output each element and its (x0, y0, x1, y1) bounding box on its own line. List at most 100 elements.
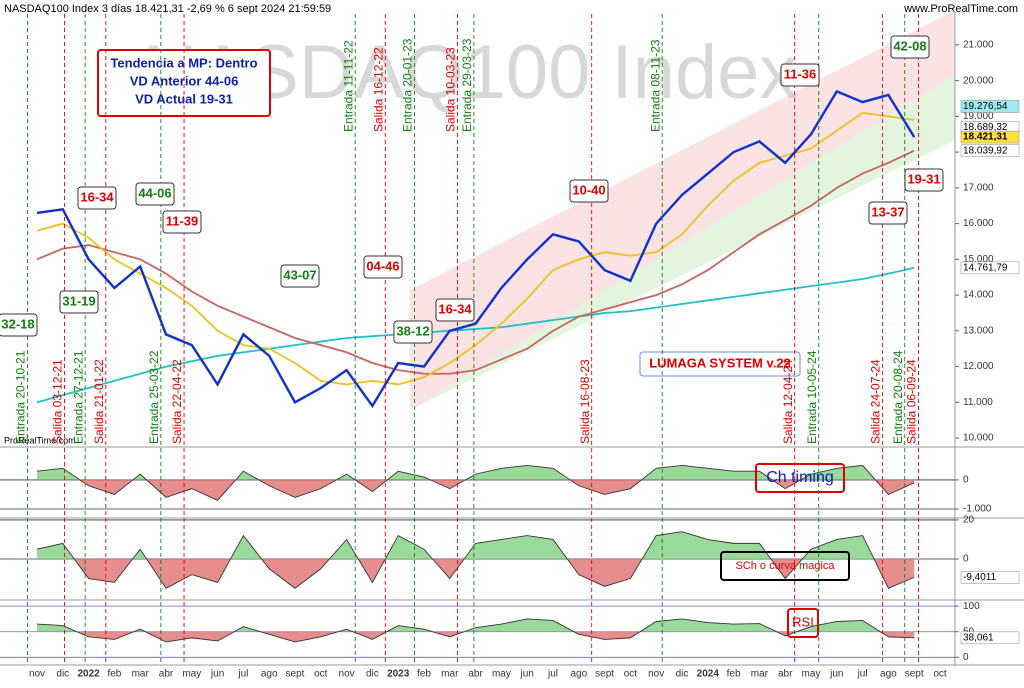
x-tick-label: may (492, 669, 511, 680)
system-box (639, 351, 801, 377)
annotation: 11-39 (166, 213, 199, 228)
annotation: 32-18 (1, 316, 34, 331)
panel-title: SCh o curva magica (735, 560, 835, 572)
x-tick-label: jun (210, 669, 224, 680)
x-tick-label: dic (56, 669, 69, 680)
x-tick-label: may (802, 669, 821, 680)
signal-label: Entrada 08-11-23 (648, 39, 662, 132)
x-tick-label: jun (829, 669, 843, 680)
annotation-box (59, 290, 99, 314)
price-line (36, 149, 915, 375)
x-tick-label: sept (286, 669, 305, 680)
annotation: 11-36 (784, 66, 817, 81)
signal-label: Salida 16-12-22 (371, 47, 385, 132)
signal-label: Salida 21-01-22 (92, 359, 106, 444)
x-tick-label: oct (314, 669, 328, 680)
value-tag-label: -9,4011 (963, 572, 997, 583)
channel (410, 75, 955, 410)
x-tick-label: feb (417, 669, 431, 680)
signal-label: Salida 06-09-24 (905, 359, 919, 444)
value-tag (960, 144, 1020, 157)
annotation: 44-06 (138, 185, 171, 200)
info-line: Tendencia a MP: Dentro (110, 55, 257, 70)
area-negative (37, 479, 915, 501)
signal-label: Entrada 20-10-21 (14, 350, 28, 444)
signal-label: Salida 22-04-22 (170, 359, 184, 444)
value-tag (960, 130, 1020, 144)
y-tick-label: 17.000 (963, 182, 994, 193)
area-negative (76, 631, 915, 642)
y-tick-label: 12.000 (963, 361, 994, 372)
signal-label: Entrada 11-11-22 (341, 40, 355, 132)
x-tick-label: nov (648, 669, 664, 680)
annotation-box (904, 168, 944, 192)
x-tick-label: jul (547, 669, 558, 680)
x-tick-label: abr (468, 669, 483, 680)
y-tick-label: 21.000 (963, 40, 994, 51)
x-tick-label: abr (159, 669, 174, 680)
x-tick-label: jun (520, 669, 534, 680)
signal-label: Salida 03-12-21 (51, 359, 65, 444)
x-tick-label: ago (880, 669, 897, 680)
indicator-line (36, 618, 915, 643)
site: www.ProRealTime.com (903, 3, 1018, 15)
x-tick-label: may (182, 669, 201, 680)
y-tick-label: 20 (963, 515, 975, 526)
value-tag-label: 14.761,79 (963, 263, 1008, 274)
area-positive (37, 618, 915, 632)
signal-label: Entrada 10-05-24 (805, 350, 819, 444)
y-tick-label: 10.000 (963, 433, 994, 444)
signal-label: Salida 10-03-23 (444, 47, 458, 132)
signal-label: Entrada 25-03-22 (147, 350, 161, 444)
panel-title-box (787, 608, 819, 638)
signal-label: Entrada 20-01-23 (401, 38, 415, 132)
x-tick-label: jul (237, 669, 248, 680)
x-tick-label: mar (751, 669, 769, 680)
price-line (36, 111, 915, 386)
x-tick-label: mar (441, 669, 459, 680)
annotation: 04-46 (366, 258, 399, 273)
value-tag-label: 38,061 (963, 632, 994, 643)
annotation-box (569, 179, 609, 203)
annotation: 42-08 (893, 38, 926, 53)
value-tag (960, 571, 1020, 584)
value-tag-label: 18.689,32 (963, 122, 1008, 133)
value-tag (960, 261, 1020, 275)
x-tick-label: oct (933, 669, 947, 680)
annotation-box (135, 182, 175, 206)
value-tag (960, 100, 1020, 113)
annotation: 38-12 (396, 323, 429, 338)
annotation-box (780, 63, 820, 87)
brand: ProRealTime.com (4, 435, 76, 445)
signal-label: Entrada 27-12-21 (71, 350, 85, 444)
x-tick-label: dic (366, 669, 379, 680)
y-tick-label: 0 (963, 554, 969, 565)
x-tick-label: nov (339, 669, 355, 680)
x-tick-label: feb (727, 669, 741, 680)
signal-label: Salida 16-08-23 (578, 359, 592, 444)
x-tick-label: ago (570, 669, 587, 680)
x-tick-label: oct (624, 669, 638, 680)
y-tick-label: 14.000 (963, 290, 994, 301)
annotation-box (162, 210, 202, 234)
annotation: 43-07 (283, 267, 316, 282)
y-tick-label: 0 (963, 652, 969, 663)
indicator-line (36, 531, 915, 589)
chart-title: NASDAQ100 Index 3 días 18.421,31 -2,69 %… (4, 3, 331, 15)
area-positive (37, 465, 876, 480)
x-tick-label: 2023 (387, 669, 410, 680)
annotation-box (435, 298, 475, 322)
x-tick-label: abr (778, 669, 793, 680)
y-tick-label: 0 (963, 475, 969, 486)
annotation-box (393, 320, 433, 344)
panel-title: RSI (792, 614, 814, 629)
y-tick-label: 20.000 (963, 75, 994, 86)
y-tick-label: 13.000 (963, 325, 994, 336)
x-tick-label: feb (107, 669, 121, 680)
channel (410, 10, 955, 410)
annotation: 19-31 (907, 171, 940, 186)
signal-label: Salida 24-07-24 (869, 359, 883, 444)
value-tag-label: 19.276,54 (963, 101, 1008, 112)
panel-title-box (720, 551, 850, 581)
y-tick-label: 16.000 (963, 218, 994, 229)
